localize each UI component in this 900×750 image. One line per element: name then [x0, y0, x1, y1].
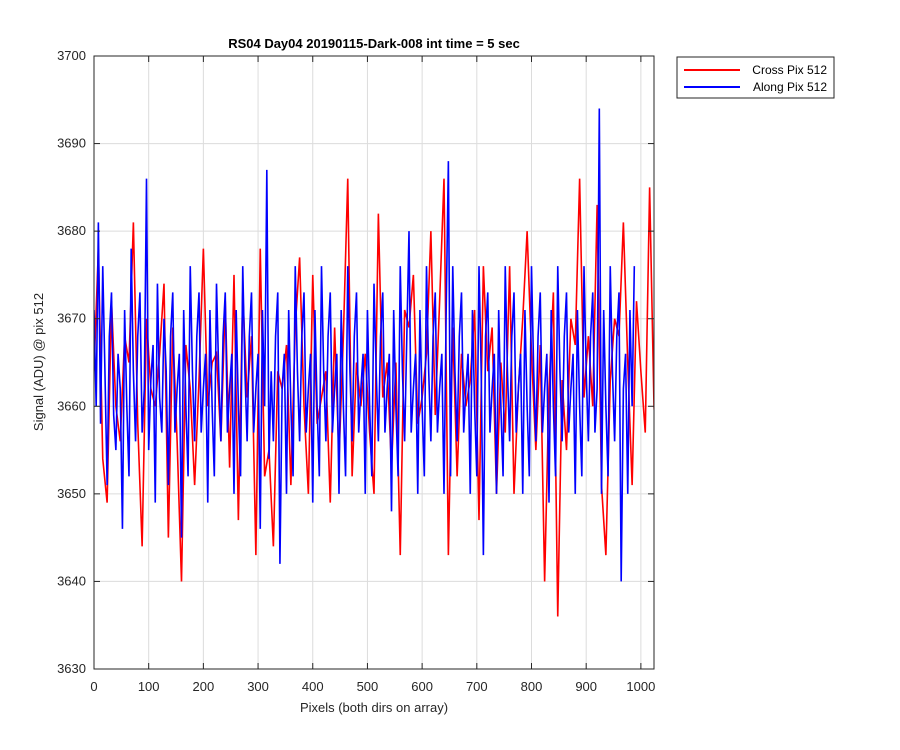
x-tick-label: 800	[521, 679, 543, 694]
legend-box	[676, 56, 835, 99]
x-tick-label: 700	[466, 679, 488, 694]
x-tick-label: 600	[411, 679, 433, 694]
y-tick-label: 3630	[57, 661, 86, 676]
y-tick-label: 3650	[57, 486, 86, 501]
x-axis-label: Pixels (both dirs on array)	[300, 700, 448, 715]
y-tick-label: 3670	[57, 311, 86, 326]
x-tick-label: 900	[575, 679, 597, 694]
x-tick-label: 300	[247, 679, 269, 694]
y-axis-label: Signal (ADU) @ pix 512	[31, 293, 46, 431]
x-tick-label: 1000	[626, 679, 655, 694]
series-layer	[94, 108, 654, 617]
x-tick-label: 400	[302, 679, 324, 694]
legend: Cross Pix 512 Along Pix 512	[676, 56, 835, 99]
x-tick-label: 200	[193, 679, 215, 694]
y-tick-label: 3680	[57, 223, 86, 238]
series-line-along-pix-512	[94, 108, 636, 582]
x-tick-label: 500	[357, 679, 379, 694]
y-tick-label: 3660	[57, 398, 86, 413]
y-tick-label: 3690	[57, 136, 86, 151]
legend-entry-cross: Cross Pix 512	[752, 63, 827, 77]
legend-entry-along: Along Pix 512	[753, 80, 827, 94]
plot-frame	[93, 55, 655, 670]
chart-title: RS04 Day04 20190115-Dark-008 int time = …	[228, 36, 520, 51]
x-tick-label: 0	[90, 679, 97, 694]
x-tick-label: 100	[138, 679, 160, 694]
axis-ticks: 0 100 200 300 400 500 600 700 800 900 1000 3630 3640…	[57, 48, 655, 694]
y-tick-label: 3640	[57, 573, 86, 588]
y-tick-label: 3700	[57, 48, 86, 63]
